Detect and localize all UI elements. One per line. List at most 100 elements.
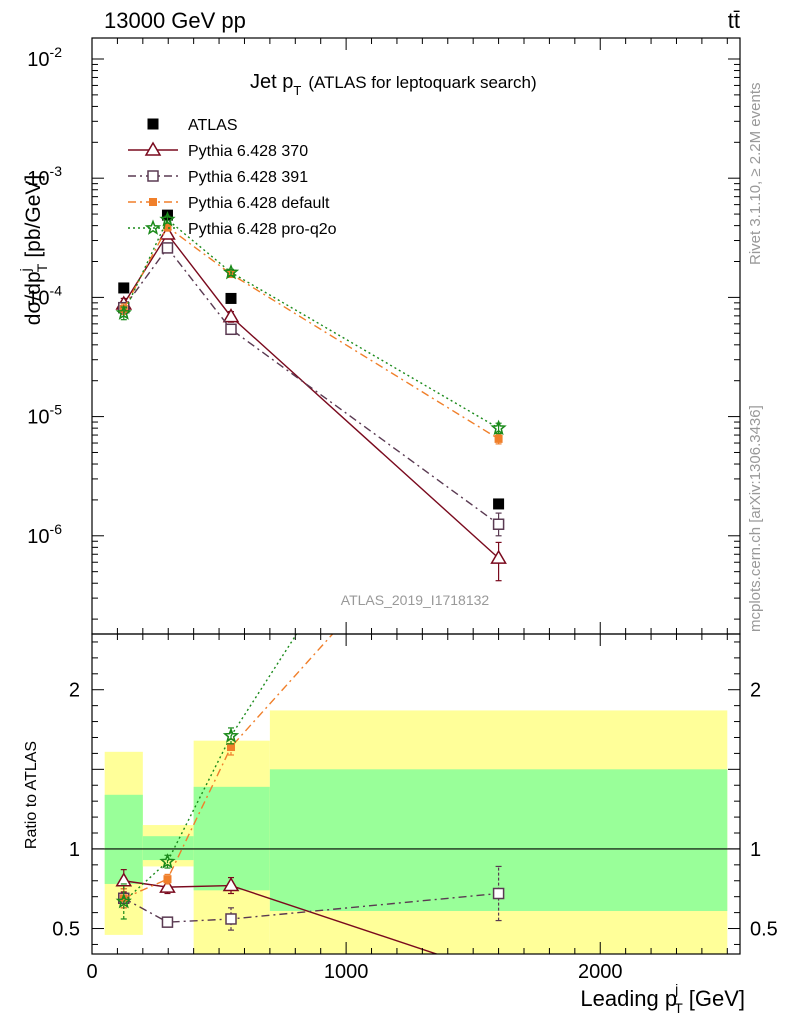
main-point-p391 bbox=[492, 518, 505, 530]
legend-label-p391: Pythia 6.428 391 bbox=[188, 169, 308, 186]
ratio-x-label-sub: T bbox=[674, 1000, 683, 1016]
legend: ATLAS Pythia 6.428 370 Pythia 6.428 391 Pyt… bbox=[128, 117, 337, 238]
legend-item-p391: Pythia 6.428 391 bbox=[128, 169, 308, 186]
ratio-point-p391 bbox=[225, 913, 237, 925]
main-line-p370 bbox=[123, 232, 500, 559]
main-title-main: Jet p bbox=[250, 71, 293, 93]
main-point-atlas bbox=[118, 282, 130, 294]
legend-item-pdefault: Pythia 6.428 default bbox=[128, 195, 330, 212]
main-series-p370 bbox=[115, 225, 507, 582]
ratio-x-tick-label: 1000 bbox=[324, 961, 369, 983]
main-y-label-main: dσ/dp bbox=[22, 271, 45, 325]
ratio-band-inner bbox=[269, 769, 728, 912]
ratio-point-p391 bbox=[492, 887, 505, 900]
main-point-pq2o bbox=[222, 263, 240, 280]
main-line-pq2o bbox=[123, 218, 499, 429]
ratio-y-label: Ratio to ATLAS bbox=[23, 741, 40, 849]
main-y-tick-label: 10-2 bbox=[27, 44, 62, 71]
ratio-y-tick-label-right: 2 bbox=[750, 680, 761, 702]
main-y-tick-label: 10-5 bbox=[27, 402, 62, 429]
main-series-pq2o bbox=[115, 210, 507, 436]
ratio-point-pq2o bbox=[159, 853, 176, 869]
ratio-y-tick-label-right: 1 bbox=[750, 839, 761, 861]
main-series-atlas bbox=[118, 209, 505, 510]
legend-item-pq2o: Pythia 6.428 pro-q2o bbox=[128, 219, 337, 238]
main-point-atlas bbox=[225, 292, 237, 304]
main-point-pq2o bbox=[115, 304, 132, 320]
ratio-x-label: Leading pj T [GeV] bbox=[580, 981, 745, 1016]
main-point-pdefault bbox=[494, 434, 503, 443]
main-point-pq2o bbox=[159, 210, 176, 227]
main-line-p391 bbox=[123, 246, 500, 525]
legend-marker-p391 bbox=[147, 170, 159, 182]
main-y-tick-label: 10-6 bbox=[27, 521, 62, 548]
ratio-line-p370 bbox=[123, 880, 439, 954]
ratio-point-pdefault bbox=[163, 875, 172, 884]
main-line-pdefault bbox=[123, 225, 499, 440]
main-point-p391 bbox=[161, 242, 174, 254]
ratio-point-p370 bbox=[222, 877, 240, 892]
ratio-x-tick-label: 0 bbox=[86, 961, 97, 983]
legend-label-pq2o: Pythia 6.428 pro-q2o bbox=[188, 221, 337, 238]
legend-label-pdefault: Pythia 6.428 default bbox=[188, 195, 330, 212]
analysis-label: ATLAS_2019_I1718132 bbox=[341, 592, 490, 608]
ratio-band-inner bbox=[142, 836, 194, 861]
main-series-pdefault bbox=[119, 222, 503, 445]
ratio-y-tick-label: 0.5 bbox=[52, 919, 80, 941]
legend-label-p370: Pythia 6.428 370 bbox=[188, 143, 308, 160]
ratio-series-pq2o bbox=[115, 314, 504, 920]
main-point-pq2o bbox=[490, 419, 507, 436]
ratio-point-pq2o bbox=[222, 727, 240, 743]
main-title-suffix: (ATLAS for leptoquark search) bbox=[308, 73, 536, 92]
ratio-x-label-sup: j bbox=[674, 981, 678, 997]
ratio-y-tick-label: 1 bbox=[69, 839, 80, 861]
ratio-point-p370 bbox=[159, 878, 176, 893]
ratio-x-label-main: Leading p bbox=[580, 986, 677, 1011]
ratio-point-pdefault bbox=[227, 743, 236, 752]
main-title: Jet pT (ATLAS for leptoquark search) bbox=[250, 71, 537, 98]
ratio-y-tick-label: 2 bbox=[69, 680, 80, 702]
source-label: mcplots.cern.ch [arXiv:1306.3436] bbox=[747, 405, 764, 632]
axes: 10-6 10-5 10-4 10-3 10-2 0 1000 2000 0.5 0.5 1 1 2 2 bbox=[27, 37, 778, 983]
legend-item-p370: Pythia 6.428 370 bbox=[128, 141, 308, 160]
main-point-p391 bbox=[225, 323, 237, 336]
legend-marker-p370 bbox=[144, 141, 162, 156]
ratio-x-label-suffix: [GeV] bbox=[689, 986, 745, 1011]
ratio-frame bbox=[91, 633, 741, 955]
main-y-tick-label: 10-4 bbox=[27, 282, 62, 309]
ratio-y-tick-label-right: 0.5 bbox=[750, 919, 778, 941]
ratio-point-pq2o bbox=[115, 892, 132, 909]
legend-label-atlas: ATLAS bbox=[188, 117, 238, 134]
main-y-label-suffix: [pb/GeV] bbox=[22, 175, 45, 258]
ratio-point-pq2o bbox=[492, 314, 504, 326]
main-point-p370 bbox=[222, 308, 240, 323]
main-point-atlas bbox=[161, 209, 173, 221]
main-y-label-sup: j bbox=[17, 268, 33, 272]
ratio-point-pdefault bbox=[495, 445, 503, 453]
ratio-line-p391 bbox=[123, 892, 499, 923]
main-point-atlas bbox=[493, 498, 505, 510]
ratio-point-p370 bbox=[115, 872, 133, 887]
ratio-plot bbox=[115, 314, 506, 980]
main-y-tick-label: 10-3 bbox=[27, 163, 62, 190]
ratio-point-p391 bbox=[161, 916, 174, 928]
legend-marker-pq2o bbox=[144, 219, 162, 235]
rivet-label: Rivet 3.1.10, ≥ 2.2M events bbox=[747, 83, 764, 266]
process-label: tt̄ bbox=[728, 8, 740, 33]
ratio-point-p370 bbox=[492, 968, 506, 980]
ratio-bands bbox=[92, 710, 740, 954]
main-point-p370 bbox=[490, 549, 507, 564]
main-y-label: dσ/dpjT [pb/GeV] bbox=[17, 175, 50, 325]
main-title-sub: T bbox=[293, 83, 301, 98]
legend-marker-atlas bbox=[147, 118, 159, 130]
main-y-label-sub: T bbox=[34, 263, 50, 272]
legend-marker-pdefault bbox=[149, 198, 157, 206]
main-point-pdefault bbox=[163, 222, 172, 231]
legend-item-atlas: ATLAS bbox=[147, 117, 238, 134]
ratio-x-tick-label: 2000 bbox=[578, 961, 623, 983]
ratio-line-pdefault bbox=[123, 634, 334, 899]
ratio-band-inner bbox=[193, 786, 270, 891]
energy-label: 13000 GeV pp bbox=[104, 8, 246, 33]
main-plot bbox=[115, 209, 507, 582]
